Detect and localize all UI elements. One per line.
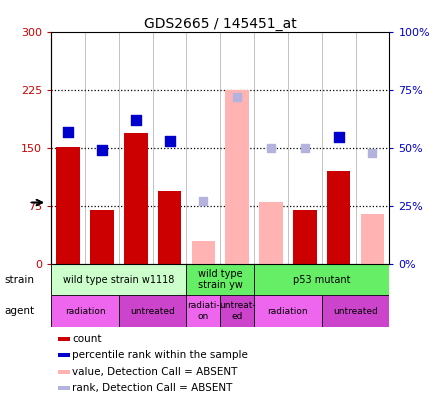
Bar — [51, 264, 186, 295]
Text: p53 mutant: p53 mutant — [293, 275, 351, 285]
Bar — [322, 295, 389, 327]
Bar — [293, 210, 317, 264]
Bar — [360, 214, 384, 264]
Text: count: count — [72, 334, 101, 343]
Bar — [225, 90, 249, 264]
Bar — [220, 295, 254, 327]
Bar — [254, 264, 389, 295]
Text: percentile rank within the sample: percentile rank within the sample — [72, 350, 248, 360]
Text: radiation: radiation — [267, 307, 308, 315]
Bar — [124, 133, 148, 264]
Bar — [259, 202, 283, 264]
Point — [267, 145, 275, 151]
Point — [166, 138, 173, 145]
Bar — [51, 295, 119, 327]
Text: radiati-
on: radiati- on — [187, 301, 220, 321]
Bar — [191, 241, 215, 264]
Point — [200, 198, 207, 205]
Bar — [58, 370, 70, 374]
Point — [369, 149, 376, 156]
Text: wild type strain w1118: wild type strain w1118 — [63, 275, 174, 285]
Text: agent: agent — [4, 306, 35, 316]
Text: untreated: untreated — [333, 307, 378, 315]
Text: rank, Detection Call = ABSENT: rank, Detection Call = ABSENT — [72, 383, 233, 393]
Bar — [327, 171, 351, 264]
Point — [132, 117, 139, 124]
Bar — [58, 353, 70, 357]
Point — [234, 94, 241, 100]
Bar — [58, 337, 70, 341]
Point — [301, 145, 308, 151]
Bar — [56, 147, 80, 264]
Bar — [186, 264, 254, 295]
Bar — [186, 295, 220, 327]
Bar — [119, 295, 186, 327]
Bar — [254, 295, 322, 327]
Text: radiation: radiation — [65, 307, 105, 315]
Point — [335, 133, 342, 140]
Text: wild type
strain yw: wild type strain yw — [198, 269, 243, 290]
Point — [98, 147, 105, 153]
Title: GDS2665 / 145451_at: GDS2665 / 145451_at — [144, 17, 297, 31]
Bar — [90, 210, 114, 264]
Text: strain: strain — [4, 275, 34, 285]
Point — [65, 129, 72, 135]
Text: untreat-
ed: untreat- ed — [219, 301, 255, 321]
Text: value, Detection Call = ABSENT: value, Detection Call = ABSENT — [72, 367, 238, 377]
Bar — [58, 386, 70, 390]
Text: untreated: untreated — [130, 307, 175, 315]
Bar — [158, 191, 182, 264]
